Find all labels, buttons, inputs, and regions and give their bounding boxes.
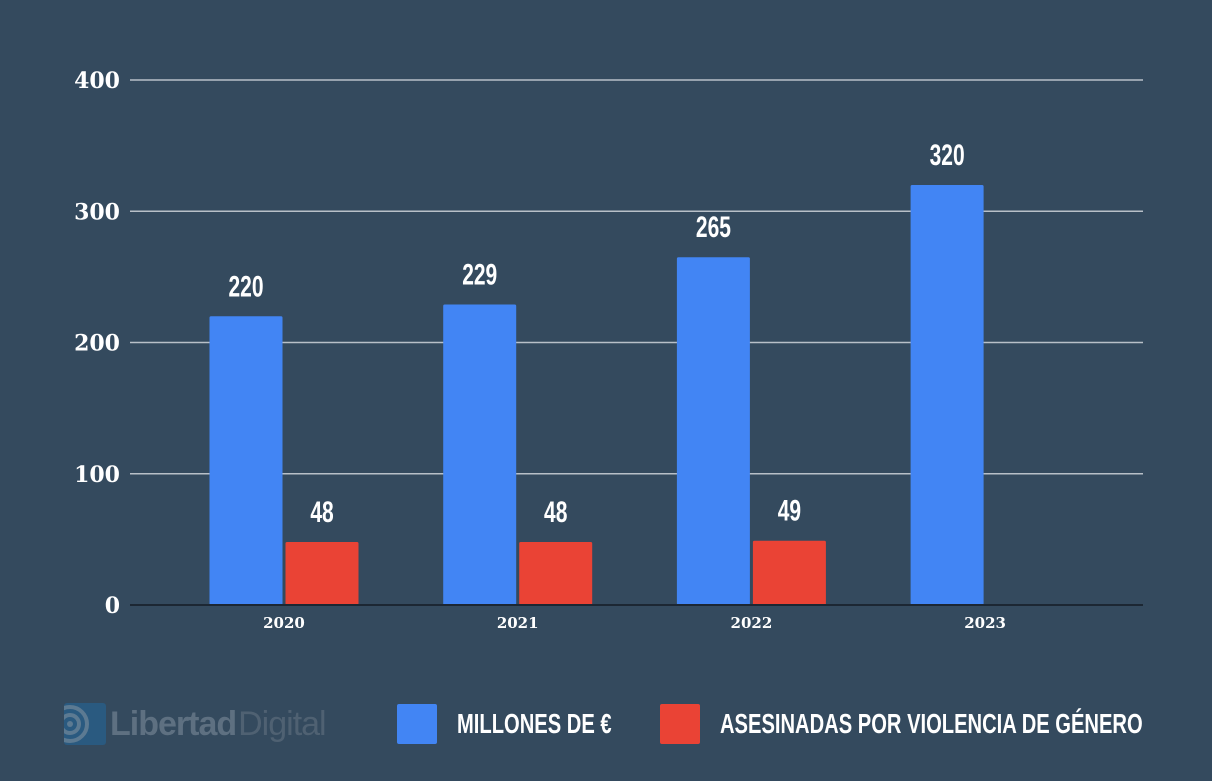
bar-millones xyxy=(676,257,750,605)
legend-swatch-blue xyxy=(397,704,437,744)
x-tick-label: 2023 xyxy=(964,614,1006,632)
y-tick-label: 300 xyxy=(74,199,120,225)
data-label: 265 xyxy=(696,212,731,244)
x-tick-label: 2021 xyxy=(497,614,539,632)
logo-text-digital: Digital xyxy=(238,704,326,743)
y-tick-label: 400 xyxy=(74,68,120,94)
data-label: 220 xyxy=(228,271,263,303)
y-tick-label: 200 xyxy=(74,331,120,357)
y-tick-label: 100 xyxy=(74,462,120,488)
libertad-digital-logo: Libertad Digital xyxy=(64,703,327,745)
x-tick-label: 2022 xyxy=(731,614,773,632)
bar-asesinadas xyxy=(285,542,359,605)
legend-label-millones: MILLONES DE € xyxy=(457,708,612,739)
x-tick-label: 2020 xyxy=(263,614,305,632)
data-label: 229 xyxy=(462,259,497,291)
data-label: 48 xyxy=(310,497,333,529)
bar-millones xyxy=(209,316,283,605)
legend-swatch-red xyxy=(660,704,700,744)
bar-millones xyxy=(443,304,517,605)
legend-item-millones: MILLONES DE € xyxy=(397,704,672,744)
bar-millones xyxy=(910,185,984,605)
logo-signal-icon xyxy=(64,703,106,745)
bar-asesinadas xyxy=(752,540,826,605)
bar-asesinadas xyxy=(519,542,593,605)
legend-label-asesinadas: ASESINADAS POR VIOLENCIA DE GÉNERO xyxy=(720,708,1143,739)
legend-item-asesinadas: ASESINADAS POR VIOLENCIA DE GÉNERO xyxy=(660,704,1212,744)
logo-text-libertad: Libertad xyxy=(110,704,237,743)
data-label: 48 xyxy=(544,497,567,529)
data-label: 320 xyxy=(930,140,965,172)
data-label: 49 xyxy=(778,495,801,527)
y-tick-label: 0 xyxy=(105,593,120,619)
